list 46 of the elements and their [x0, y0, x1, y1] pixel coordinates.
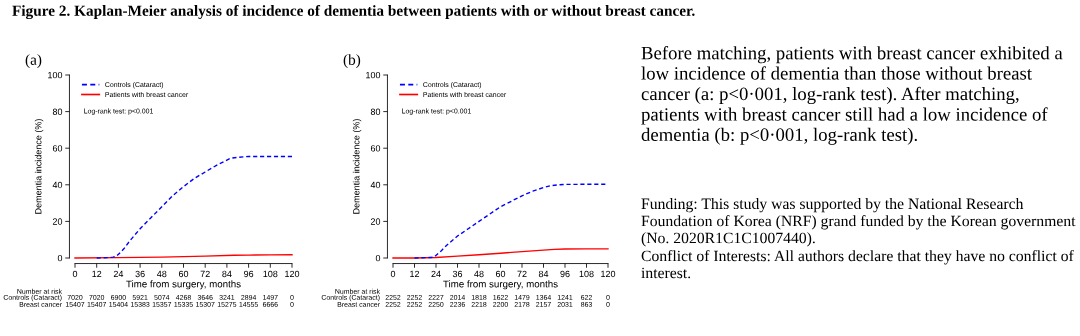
- x-tick-label: 24: [113, 270, 124, 278]
- line-series: [96, 155, 293, 259]
- x-tick-label: 12: [92, 270, 102, 278]
- y-tick-label: 40: [52, 181, 63, 189]
- x-tick-label: 48: [156, 270, 167, 278]
- x-axis-title: Time from surgery, months: [443, 280, 558, 290]
- x-tick-label: 120: [601, 270, 616, 278]
- chart-subtitle: (b): [343, 54, 361, 68]
- y-tick-label: 80: [370, 108, 381, 115]
- x-tick-label: 96: [560, 270, 570, 278]
- chart-subtitle: (a): [25, 54, 42, 68]
- x-tick-label: 60: [495, 270, 506, 278]
- x-tick-label: 108: [579, 270, 594, 278]
- text: Conflict of Interests: All authors declare that they have no conflict of interest.: [641, 250, 1074, 279]
- y-tick-label: 80: [52, 108, 63, 115]
- y-axis-title: Dementia incidence (%): [352, 119, 362, 214]
- y-tick-label: 40: [370, 181, 381, 189]
- x-tick-label: 36: [135, 270, 145, 278]
- x-tick-label: 96: [244, 270, 254, 278]
- text: Before matching, patients with breast cancer exhibited a low incidence of dementia than those without breast cancer (a: p<0·001, log-rank test). After matching, patients with breast cancer still had a low incidence of dementia (b: p<0·001, log-rank test).: [641, 46, 1063, 145]
- x-tick-label: 72: [200, 270, 210, 278]
- x-tick-label: 72: [517, 270, 527, 278]
- x-tick-label: 12: [410, 270, 420, 278]
- y-tick-label: 20: [370, 218, 381, 225]
- x-axis-title: Time from surgery, months: [126, 280, 241, 290]
- x-tick-label: 108: [263, 270, 278, 278]
- x-tick-label: 0: [390, 270, 396, 278]
- text: Figure 2. Kaplan-Meier analysis of incidence of dementia between patients with or without breast cancer.: [12, 4, 695, 20]
- y-tick-label: 60: [370, 145, 381, 152]
- y-tick-label: 60: [52, 145, 63, 152]
- y-tick-label: 20: [52, 218, 63, 225]
- x-tick-label: 84: [222, 270, 232, 278]
- x-tick-label: 120: [285, 270, 300, 278]
- x-tick-label: 24: [431, 270, 441, 278]
- y-axis-title: Dementia incidence (%): [34, 119, 44, 214]
- y-tick-label: 0: [375, 254, 381, 262]
- x-tick-label: 36: [452, 270, 463, 278]
- x-tick-label: 0: [72, 270, 78, 278]
- x-tick-label: 48: [474, 270, 484, 278]
- y-tick-label: 100: [366, 71, 381, 79]
- x-tick-label: 84: [538, 270, 549, 278]
- text: Funding: This study was supported by the National Research Foundation of Korea (NRF) grand funded by the Korean government (No. 2020R1C1C1007440).: [641, 198, 1076, 247]
- x-tick-label: 60: [178, 270, 189, 278]
- line-series: [392, 248, 609, 259]
- y-tick-label: 0: [57, 254, 63, 262]
- y-tick-label: 100: [48, 71, 63, 79]
